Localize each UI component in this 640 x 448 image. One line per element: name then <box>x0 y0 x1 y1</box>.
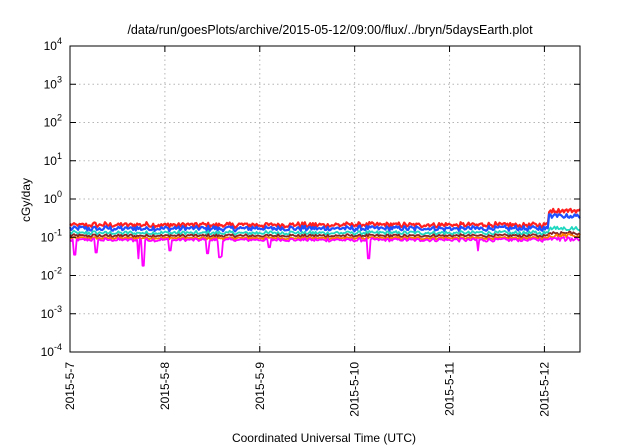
y-tick-exponent: -1 <box>54 227 62 237</box>
series-line-1 <box>69 207 581 229</box>
y-tick-label: 102 <box>44 113 62 130</box>
y-tick-exponent: 0 <box>57 189 62 199</box>
series-line-3 <box>69 225 581 236</box>
x-tick-label: 2015-5-11 <box>443 362 457 416</box>
y-tick-label: 10-3 <box>41 304 62 321</box>
x-tick-label: 2015-5-12 <box>537 362 551 417</box>
series-line-2 <box>69 213 581 233</box>
x-tick-label: 2015-5-8 <box>158 362 172 410</box>
y-tick-exponent: 2 <box>57 113 62 123</box>
y-tick-label: 10-4 <box>41 342 62 359</box>
y-tick-label: 104 <box>44 36 62 53</box>
series-line-4 <box>69 230 581 239</box>
y-tick-label: 10-1 <box>41 227 62 244</box>
series-layer <box>69 207 581 267</box>
chart-title: /data/run/goesPlots/archive/2015-05-12/0… <box>127 23 533 37</box>
y-tick-exponent: 1 <box>57 151 62 161</box>
x-axis-label: Coordinated Universal Time (UTC) <box>232 431 416 445</box>
series-line-5 <box>69 232 581 241</box>
y-tick-label: 100 <box>44 189 62 206</box>
y-tick-label: 103 <box>44 74 62 91</box>
grid <box>69 46 580 352</box>
x-tick-label: 2015-5-10 <box>348 362 362 417</box>
x-tick-label: 2015-5-9 <box>253 362 267 410</box>
y-tick-label: 101 <box>44 151 62 168</box>
series-line-6 <box>69 236 581 267</box>
y-tick-exponent: 3 <box>57 74 62 84</box>
y-tick-exponent: -2 <box>54 266 62 276</box>
y-tick-exponent: -4 <box>54 342 62 352</box>
y-tick-label: 10-2 <box>41 266 62 283</box>
y-axis-label: cGy/day <box>19 178 33 222</box>
x-tick-label: 2015-5-7 <box>63 362 77 410</box>
y-tick-exponent: -3 <box>54 304 62 314</box>
y-tick-exponent: 4 <box>57 36 62 46</box>
plot-frame <box>69 45 581 353</box>
